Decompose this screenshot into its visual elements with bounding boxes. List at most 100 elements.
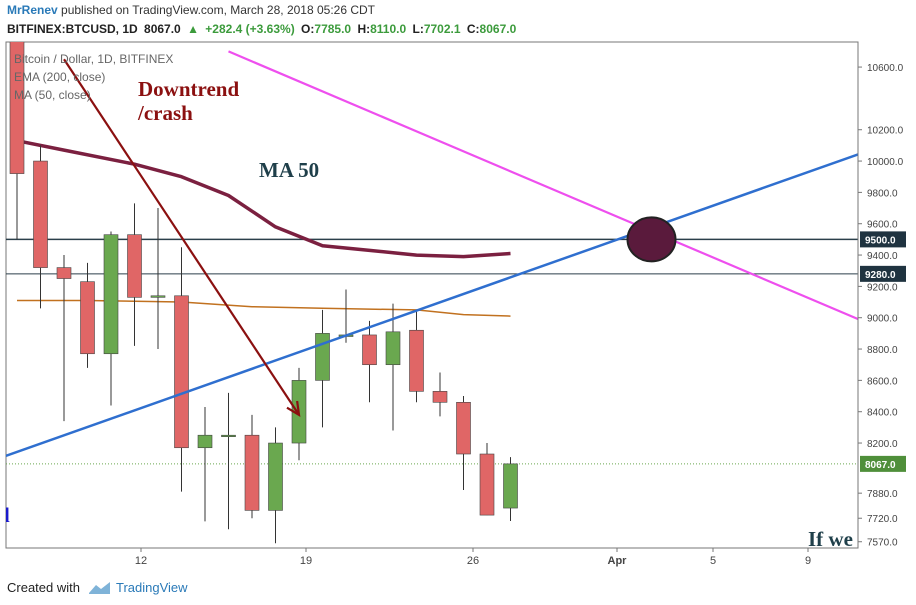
- ema-200-line[interactable]: [17, 299, 511, 317]
- candle-body: [244, 434, 260, 511]
- level-badge-9500.0: 9500.0: [865, 235, 896, 246]
- legend-ma[interactable]: MA (50, close): [14, 88, 91, 102]
- candle-2018-03-15[interactable]: [244, 414, 260, 519]
- low-value: 7702.1: [423, 22, 461, 36]
- candle-2018-03-14[interactable]: [221, 392, 236, 530]
- published-info: published on TradingView.com, March 28, …: [61, 3, 375, 17]
- tradingview-logo-icon: [89, 582, 110, 594]
- close-value: 8067.0: [479, 22, 517, 36]
- last-price: 8067.0: [144, 22, 181, 36]
- annotation-partial-right[interactable]: If we: [808, 527, 853, 551]
- candle-2018-03-06[interactable]: [33, 145, 48, 309]
- candle-body: [409, 329, 424, 392]
- crossing-marker[interactable]: [626, 216, 677, 263]
- y-tick-label: 10200.0: [867, 126, 904, 137]
- y-tick-label: 10600.0: [867, 63, 904, 74]
- candle-2018-03-21[interactable]: [385, 303, 401, 431]
- last-price-badge-bg: [860, 455, 906, 472]
- candle-body: [456, 402, 471, 455]
- symbol-label: BITFINEX:BTCUSD, 1D: [7, 22, 138, 36]
- annotation-partial-left[interactable]: l: [4, 503, 10, 527]
- candle-body: [362, 334, 377, 366]
- close-label: C:: [466, 22, 480, 36]
- candle-2018-03-08[interactable]: [80, 262, 95, 368]
- price-change: +282.4 (+3.63%): [205, 22, 295, 36]
- candle-body: [33, 160, 48, 268]
- candle-body: [103, 234, 119, 355]
- x-tick-label: Apr: [608, 555, 628, 567]
- author-name[interactable]: MrRenev: [7, 3, 58, 17]
- candle-2018-03-13[interactable]: [197, 407, 213, 522]
- annotation-ma50[interactable]: MA 50: [259, 158, 319, 182]
- y-tick-label: 9400.0: [867, 251, 898, 262]
- tradingview-link[interactable]: TradingView: [88, 580, 188, 595]
- candle-body: [150, 295, 166, 298]
- candle-body: [221, 434, 236, 438]
- candle-body: [174, 295, 189, 449]
- candle-2018-03-10[interactable]: [127, 203, 142, 346]
- footer: Created with TradingView: [0, 570, 916, 605]
- candle-2018-03-12[interactable]: [174, 247, 189, 492]
- candle-body: [9, 42, 25, 174]
- y-tick-label: 8200.0: [867, 439, 898, 450]
- annotation-crash[interactable]: /crash: [137, 101, 193, 125]
- candle-2018-03-25[interactable]: [479, 443, 495, 516]
- candle-body: [80, 281, 95, 355]
- candle-body: [479, 453, 495, 516]
- candle-2018-03-16[interactable]: [268, 427, 283, 544]
- y-tick-label: 8800.0: [867, 345, 898, 356]
- x-tick-label: 19: [300, 555, 312, 567]
- publish-header: MrRenev published on TradingView.com, Ma…: [7, 3, 375, 17]
- candle-body: [268, 442, 283, 511]
- y-tick-label: 8600.0: [867, 376, 898, 387]
- candle-2018-03-09[interactable]: [103, 231, 119, 406]
- candle-body: [503, 463, 518, 509]
- open-label: O:: [301, 22, 315, 36]
- candle-2018-03-20[interactable]: [362, 320, 377, 403]
- annotation-downtrend[interactable]: Downtrend: [138, 77, 239, 101]
- candle-2018-03-26[interactable]: [503, 457, 518, 522]
- candle-body: [432, 391, 448, 403]
- high-label: H:: [357, 22, 371, 36]
- candle-2018-03-24[interactable]: [456, 396, 471, 491]
- level-badge-9280.0: 9280.0: [865, 270, 896, 281]
- level-badge-9280.0-bg: [860, 265, 906, 282]
- high-value: 8110.0: [370, 22, 407, 36]
- plot-layer: Downtrend/crash MA 50 l If we: [0, 0, 911, 551]
- up-triangle-icon: ▲: [187, 22, 199, 36]
- crash-arrow-head: [286, 400, 301, 417]
- price-chart[interactable]: Downtrend/crash MA 50 l If we 10600.0 10200.…: [0, 0, 916, 570]
- x-tick-label: 5: [710, 555, 716, 567]
- x-tick-label: 12: [135, 555, 147, 567]
- price-axis[interactable]: 10600.0 10200.0 10000.0 9800.0 9600.0 9400.0 9…: [857, 42, 906, 549]
- created-with-label: Created with: [7, 580, 80, 595]
- y-tick-label: 7880.0: [867, 489, 898, 500]
- candle-body: [56, 267, 72, 279]
- ma-50-line[interactable]: [16, 138, 511, 259]
- y-tick-label: 9200.0: [867, 282, 898, 293]
- candle-body: [315, 333, 330, 381]
- downtrend-line[interactable]: [228, 50, 911, 341]
- y-tick-label: 9000.0: [867, 314, 898, 325]
- y-tick-label: 10000.0: [867, 157, 904, 168]
- y-tick-label: 9600.0: [867, 220, 898, 231]
- candle-2018-03-05[interactable]: [9, 0, 25, 240]
- candle-2018-03-23[interactable]: [432, 372, 448, 417]
- plot-content: Downtrend/crash MA 50 l If we: [0, 0, 911, 551]
- time-axis[interactable]: 12 19 26 Apr 5 9: [6, 547, 858, 567]
- crash-arrow-line[interactable]: [63, 58, 300, 416]
- candle-2018-03-11[interactable]: [150, 208, 166, 350]
- y-tick-label: 7570.0: [867, 538, 898, 549]
- symbol-header: BITFINEX:BTCUSD, 1D 8067.0 ▲ +282.4 (+3.…: [7, 22, 519, 36]
- tradingview-brand: TradingView: [116, 580, 188, 595]
- x-tick-label: 26: [467, 555, 479, 567]
- candle-body: [197, 434, 213, 449]
- low-label: L:: [412, 22, 424, 36]
- candle-body: [385, 331, 401, 366]
- uptrend-line[interactable]: [0, 136, 910, 460]
- y-tick-label: 8400.0: [867, 408, 898, 419]
- candle-2018-03-22[interactable]: [409, 311, 424, 403]
- candle-2018-03-07[interactable]: [56, 255, 72, 422]
- candle-body: [127, 234, 142, 298]
- legend-ema[interactable]: EMA (200, close): [14, 70, 106, 84]
